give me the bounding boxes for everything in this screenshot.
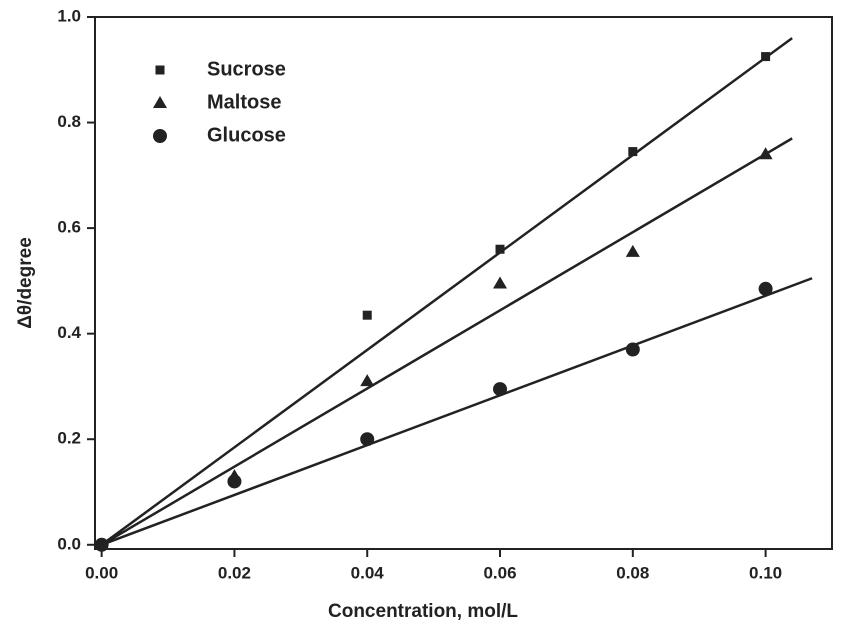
x-tick-label: 0.04 <box>351 563 385 582</box>
fit-line <box>101 137 793 546</box>
legend-label: Maltose <box>207 91 281 113</box>
marker <box>628 147 638 157</box>
fit-line <box>100 37 793 546</box>
marker <box>94 537 109 552</box>
marker <box>493 276 508 289</box>
x-tick-label: 0.08 <box>616 563 649 582</box>
legend-marker <box>153 129 167 143</box>
y-tick-label: 0.2 <box>57 429 81 448</box>
marker <box>360 432 375 447</box>
marker <box>362 310 372 320</box>
marker <box>493 382 508 397</box>
y-tick-label: 0.8 <box>57 112 81 131</box>
plot-frame <box>94 16 833 550</box>
y-axis-label: Δθ/degree <box>15 237 36 329</box>
y-tick-label: 0.6 <box>57 218 81 237</box>
legend-label: Glucose <box>207 124 286 146</box>
legend-marker <box>153 96 167 108</box>
marker <box>761 52 771 62</box>
legend-marker <box>155 65 165 75</box>
x-tick-label: 0.02 <box>218 563 251 582</box>
marker <box>495 244 505 254</box>
marker <box>625 244 640 257</box>
legend-label: Sucrose <box>207 58 286 80</box>
fit-line <box>101 277 813 546</box>
y-tick-label: 0.0 <box>57 534 81 553</box>
marker <box>758 147 773 160</box>
marker <box>758 281 773 296</box>
x-tick-label: 0.00 <box>85 563 118 582</box>
y-tick-label: 0.4 <box>57 323 81 342</box>
x-tick-label: 0.06 <box>483 563 516 582</box>
x-tick-label: 0.10 <box>749 563 782 582</box>
marker <box>360 374 375 387</box>
x-axis-label: Concentration, mol/L <box>328 601 518 622</box>
marker <box>227 474 242 489</box>
marker <box>625 342 640 357</box>
y-tick-label: 1.0 <box>57 6 81 25</box>
